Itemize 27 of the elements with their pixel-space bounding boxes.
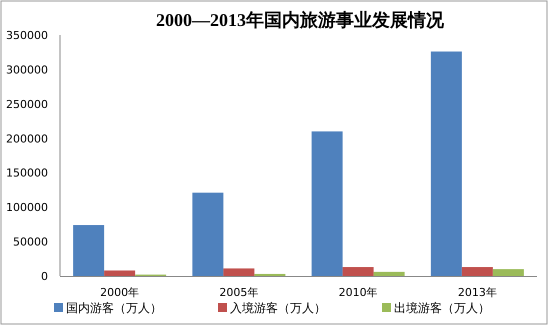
y-tick-label: 150000 <box>6 166 48 180</box>
bar <box>73 225 104 276</box>
legend-label: 国内游客（万人） <box>66 301 162 315</box>
y-tick-label: 250000 <box>6 98 48 111</box>
bar <box>104 270 136 276</box>
y-tick-label: 300000 <box>6 63 48 76</box>
y-tick-label: 0 <box>41 270 48 283</box>
bar <box>492 269 524 276</box>
x-tick-label: 2000年 <box>100 286 140 299</box>
x-tick-label: 2005年 <box>219 286 258 299</box>
y-tick-label: 100000 <box>6 201 48 214</box>
bar <box>223 268 254 276</box>
y-tick-label: 200000 <box>6 132 48 146</box>
y-tick-label: 50000 <box>13 236 48 249</box>
x-tick-label: 2010年 <box>338 286 378 299</box>
legend-label: 入境游客（万人） <box>230 301 326 315</box>
chart-title: 2000—2013年国内旅游事业发展情况 <box>156 10 445 30</box>
bar <box>462 267 493 276</box>
x-tick-label: 2013年 <box>458 286 497 299</box>
bar <box>312 131 343 276</box>
bar <box>342 267 374 276</box>
plot: 0 50000 100000 150000 200000 250000 300000 350000 2000年 2005年 2010年 2013年 <box>6 29 538 299</box>
bar <box>430 52 462 276</box>
bar <box>192 192 224 276</box>
legend-label: 出境游客（万人） <box>394 301 490 315</box>
bar <box>374 272 405 276</box>
y-tick-label: 350000 <box>6 29 48 42</box>
